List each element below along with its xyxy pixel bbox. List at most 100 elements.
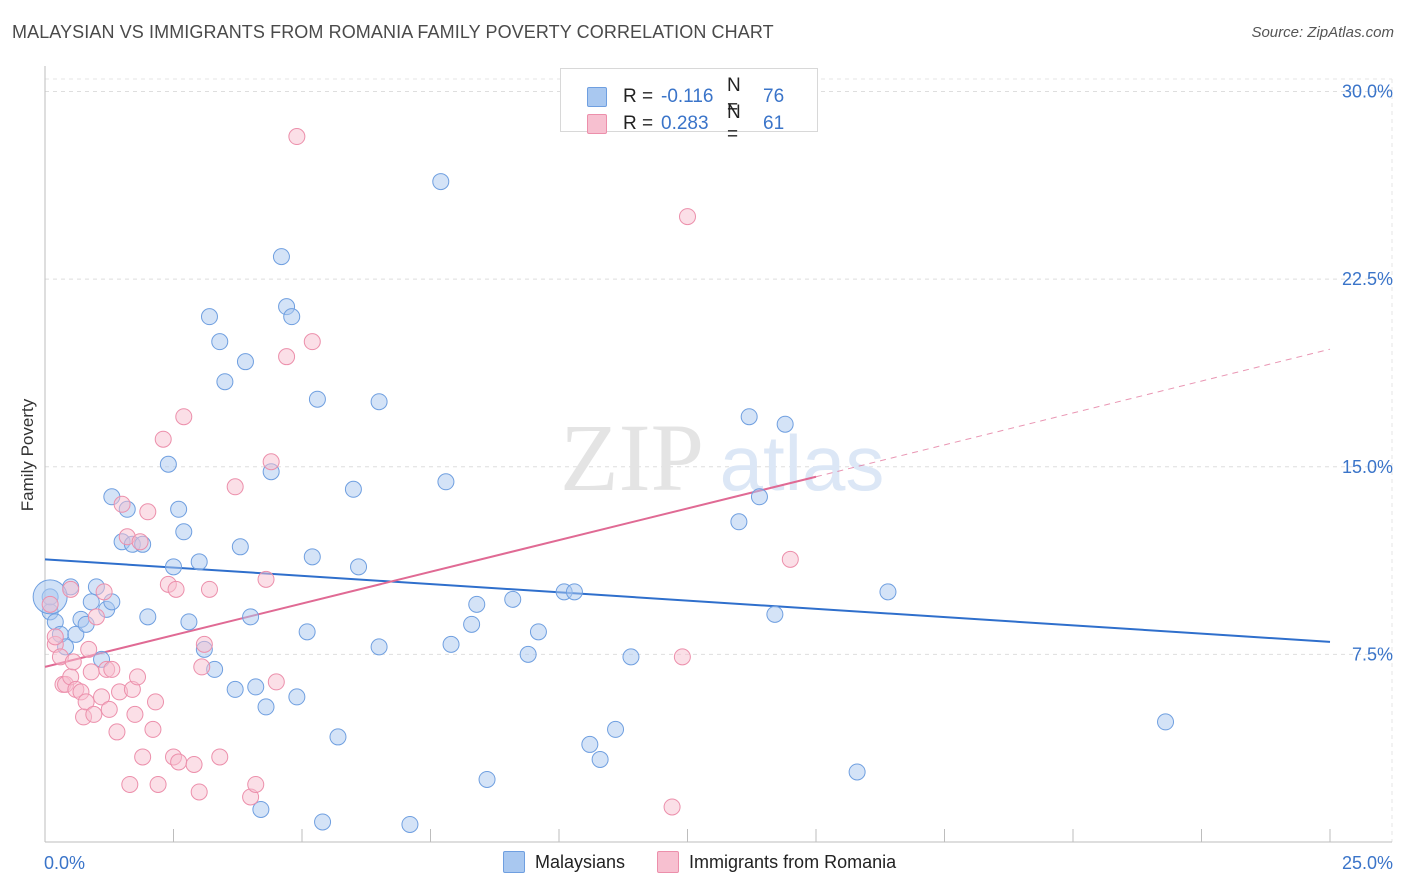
watermark-atlas: atlas	[720, 419, 885, 507]
point-0-63	[581, 735, 599, 753]
point-0-8	[82, 593, 100, 611]
point-1-60	[62, 580, 80, 598]
point-1-58	[781, 550, 799, 568]
source-label: Source: ZipAtlas.com	[1251, 24, 1394, 41]
point-1-24	[121, 775, 139, 793]
point-0-22	[175, 523, 193, 541]
point-0-74	[1157, 713, 1175, 731]
point-1-40	[185, 755, 203, 773]
point-1-16	[95, 583, 113, 601]
legend-item-romania[interactable]: Immigrants from Romania	[657, 851, 896, 873]
point-0-42	[298, 623, 316, 641]
point-0-46	[329, 728, 347, 746]
point-0-26	[200, 308, 218, 326]
point-1-15	[93, 688, 111, 706]
point-0-23	[180, 613, 198, 631]
point-0-51	[401, 815, 419, 833]
legend-label-romania: Immigrants from Romania	[689, 851, 897, 872]
point-0-49	[370, 638, 388, 656]
point-1-54	[303, 333, 321, 351]
point-1-32	[147, 693, 165, 711]
point-0-58	[504, 590, 522, 608]
legend-item-malaysians[interactable]: Malaysians	[503, 851, 625, 873]
point-0-31	[231, 538, 249, 556]
point-0-59	[519, 645, 537, 663]
point-0-28	[211, 333, 229, 351]
data-points	[32, 128, 1175, 833]
point-0-60	[529, 623, 547, 641]
point-1-12	[82, 663, 100, 681]
point-1-10	[77, 693, 95, 711]
point-0-38	[272, 248, 290, 266]
legend-box: R = -0.116 N = 76 R = 0.283 N = 61	[560, 68, 818, 145]
point-0-30	[226, 680, 244, 698]
point-0-24	[190, 553, 208, 571]
legend-swatch-romania	[587, 114, 607, 134]
bottom-legend: Malaysians Immigrants from Romania	[503, 851, 928, 873]
point-0-73	[879, 583, 897, 601]
legend-row-romania: R = 0.283 N = 61	[587, 102, 784, 146]
point-1-50	[262, 453, 280, 471]
point-0-57	[478, 770, 496, 788]
point-1-0	[41, 595, 59, 613]
legend-label-malaysians: Malaysians	[535, 851, 626, 872]
point-0-36	[257, 698, 275, 716]
point-0-47	[344, 480, 362, 498]
point-0-56	[468, 595, 486, 613]
point-1-29	[134, 748, 152, 766]
point-1-14	[87, 608, 105, 626]
point-1-56	[673, 648, 691, 666]
watermark-zip: ZIP	[560, 404, 704, 511]
point-1-18	[100, 700, 118, 718]
point-1-51	[267, 673, 285, 691]
legend-n-label: N =	[727, 75, 741, 118]
point-1-6	[64, 653, 82, 671]
grid-lines	[45, 78, 1393, 842]
point-0-53	[437, 473, 455, 491]
point-0-62	[565, 583, 583, 601]
point-0-50	[370, 393, 388, 411]
point-0-65	[607, 720, 625, 738]
point-1-42	[193, 658, 211, 676]
point-1-33	[149, 775, 167, 793]
point-0-34	[247, 678, 265, 696]
point-0-45	[314, 813, 332, 831]
tick-labels: 7.5% 15.0% 22.5% 30.0% 0.0% 25.0%	[44, 82, 1393, 873]
point-0-68	[740, 408, 758, 426]
legend-swatch-romania	[657, 851, 680, 873]
point-1-22	[113, 495, 131, 513]
point-1-44	[200, 580, 218, 598]
point-1-46	[226, 478, 244, 496]
point-1-55	[663, 798, 681, 816]
point-0-33	[242, 608, 260, 626]
legend-swatch-malaysians	[587, 87, 607, 107]
point-1-30	[139, 503, 157, 521]
point-0-18	[139, 608, 157, 626]
point-0-41	[288, 688, 306, 706]
point-1-52	[278, 348, 296, 366]
point-1-27	[129, 668, 147, 686]
point-1-28	[131, 533, 149, 551]
point-1-48	[247, 775, 265, 793]
point-1-26	[126, 705, 144, 723]
trend-line-1	[44, 475, 817, 668]
y-tick-label-1: 15.0%	[1342, 457, 1393, 477]
legend-r-label: R =	[623, 113, 654, 134]
trend-extension-1	[815, 348, 1331, 478]
point-0-72	[848, 763, 866, 781]
point-0-44	[308, 390, 326, 408]
point-0-43	[303, 548, 321, 566]
legend-n-value: 76	[763, 86, 785, 107]
legend-n-label: N =	[727, 102, 741, 145]
legend-row-malaysians: R = -0.116 N = 76	[587, 75, 784, 119]
point-1-49	[257, 570, 275, 588]
x-tick-label-0: 0.0%	[44, 853, 85, 873]
trend-lines	[44, 348, 1331, 668]
point-0-71	[776, 415, 794, 433]
point-1-53	[288, 128, 306, 146]
point-0-70	[766, 605, 784, 623]
point-0-29	[216, 373, 234, 391]
y-tick-label-3: 30.0%	[1342, 82, 1393, 102]
point-1-20	[108, 723, 126, 741]
point-1-37	[167, 580, 185, 598]
